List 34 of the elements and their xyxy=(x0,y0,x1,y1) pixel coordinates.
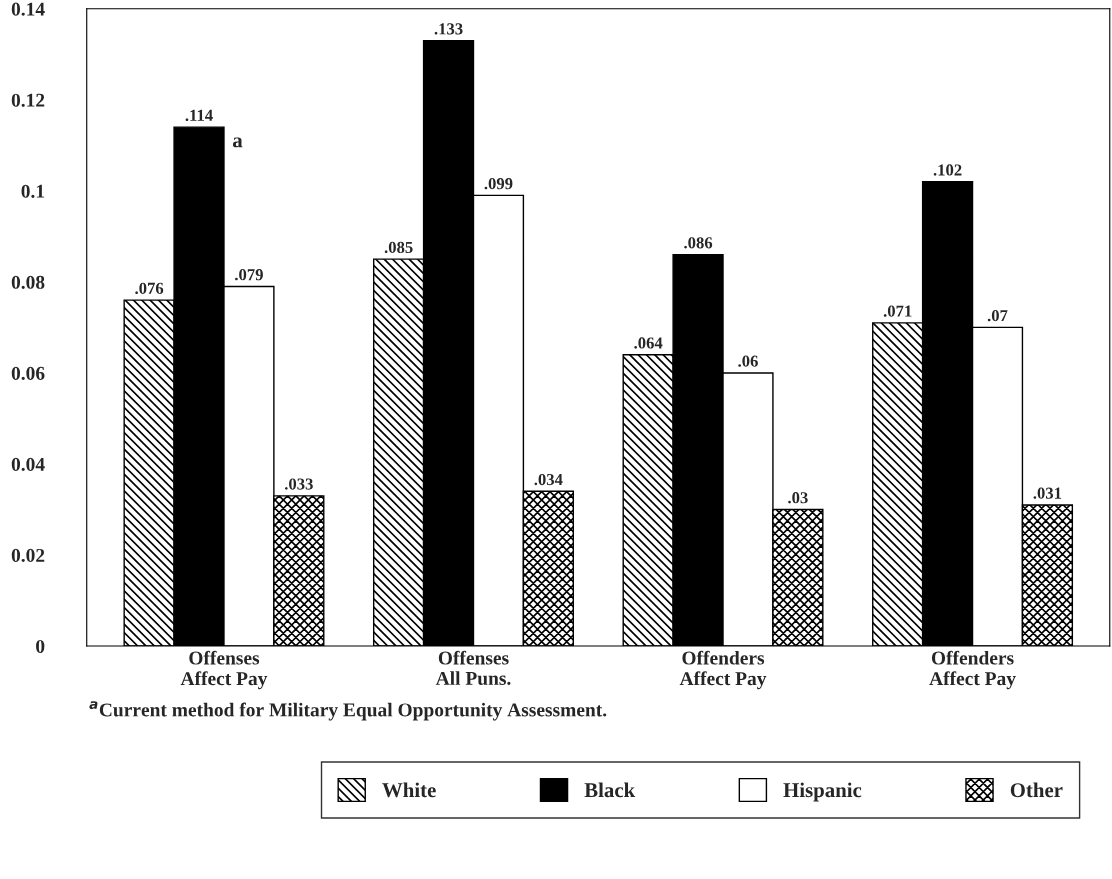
legend-label: Hispanic xyxy=(783,782,862,802)
legend-label: Other xyxy=(1010,782,1063,798)
data-label: .031 xyxy=(1033,487,1062,499)
y-tick-label: 0.14 xyxy=(11,2,45,16)
text: $^{a}$Current method for Military Equal Opportunity Assessment. xyxy=(89,701,607,721)
x-tick-label: Offenses All Puns. xyxy=(435,650,511,686)
legend-label: White xyxy=(382,782,436,798)
y-tick-label: 0.06 xyxy=(11,366,45,380)
data-label: .06 xyxy=(738,355,758,367)
data-label: .033 xyxy=(284,478,313,490)
y-tick-label: 0.08 xyxy=(11,275,45,289)
data-label: .133 xyxy=(434,23,463,35)
x-tick-label: Offenders Affect Pay xyxy=(929,650,1016,690)
y-tick-label: 0.04 xyxy=(11,457,45,472)
data-label: .07 xyxy=(987,310,1008,322)
y-tick-label: 0.12 xyxy=(11,93,45,107)
data-label: .102 xyxy=(933,164,962,176)
data-label: .085 xyxy=(384,241,413,254)
data-label: .034 xyxy=(534,473,563,486)
annotation: a xyxy=(232,137,243,148)
y-tick-label: 0 xyxy=(36,639,45,653)
data-label: .114 xyxy=(185,109,213,122)
data-label: .076 xyxy=(135,282,164,295)
data-label: .064 xyxy=(634,337,663,349)
legend-label: Black xyxy=(584,782,636,798)
x-tick-label: Offenders Affect Pay xyxy=(679,650,767,690)
y-tick-label: 0.1 xyxy=(21,184,45,198)
data-label: .079 xyxy=(235,269,263,281)
data-label: .071 xyxy=(883,305,912,317)
data-label: .03 xyxy=(788,492,808,504)
data-label: .086 xyxy=(684,237,713,249)
data-label: .099 xyxy=(484,178,513,190)
x-tick-label: Offenses Affect Pay xyxy=(180,650,268,690)
y-tick-label: 0.02 xyxy=(11,548,45,563)
